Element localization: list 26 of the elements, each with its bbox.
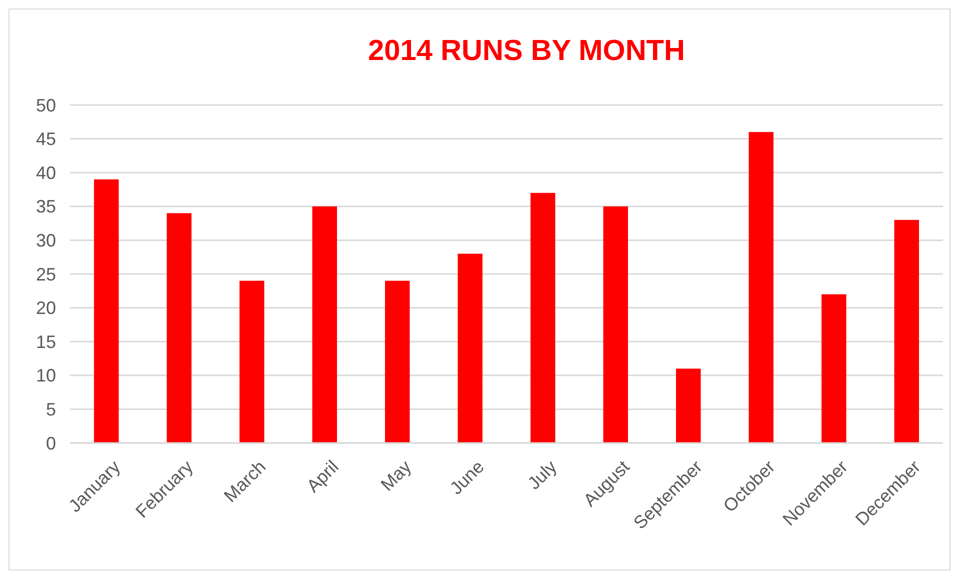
y-tick-label: 20 bbox=[36, 298, 56, 318]
bar bbox=[166, 213, 192, 443]
bar bbox=[748, 132, 774, 443]
x-tick-label: July bbox=[524, 456, 561, 494]
y-tick-label: 25 bbox=[36, 264, 56, 284]
bar bbox=[676, 368, 701, 443]
y-tick-label: 10 bbox=[36, 366, 56, 386]
bar bbox=[822, 294, 846, 443]
bar bbox=[385, 280, 410, 443]
y-tick-label: 40 bbox=[36, 162, 56, 183]
bar bbox=[312, 206, 337, 443]
bar bbox=[458, 254, 482, 443]
y-tick-label: 15 bbox=[36, 332, 56, 352]
y-tick-label: 0 bbox=[46, 433, 56, 454]
bar bbox=[530, 192, 556, 443]
y-tick-label: 35 bbox=[36, 196, 56, 217]
y-tick-label: 50 bbox=[36, 95, 56, 116]
x-tick-label: May bbox=[376, 456, 416, 495]
bar bbox=[94, 179, 119, 443]
y-tick-label: 45 bbox=[36, 129, 56, 150]
bar bbox=[894, 220, 919, 443]
chart-title: 2014 RUNS BY MONTH bbox=[368, 35, 685, 67]
y-tick-label: 30 bbox=[36, 230, 56, 250]
y-tick-label: 5 bbox=[46, 400, 56, 420]
bar bbox=[240, 280, 264, 443]
bar bbox=[603, 206, 628, 443]
